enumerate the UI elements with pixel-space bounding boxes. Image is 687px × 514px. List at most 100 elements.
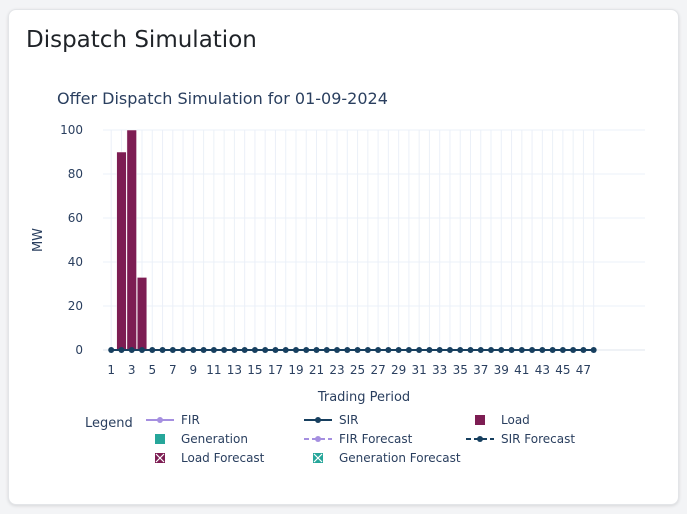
load-bar — [116, 151, 127, 351]
sir-point — [323, 347, 330, 353]
sir-point — [139, 347, 146, 353]
legend-marker — [315, 436, 321, 442]
sir-point — [395, 347, 402, 353]
y-tick-label: 80 — [68, 167, 83, 181]
x-tick-label: 15 — [247, 363, 262, 377]
x-tick-label: 33 — [432, 363, 447, 377]
x-tick-label: 29 — [391, 363, 406, 377]
sir-point — [241, 347, 248, 353]
load-bar — [136, 277, 148, 351]
sir-point — [385, 347, 392, 353]
sir-point — [549, 347, 556, 353]
x-tick-label: 41 — [514, 363, 529, 377]
y-tick-label: 0 — [75, 343, 83, 357]
sir-point — [416, 347, 423, 353]
sir-point — [221, 347, 228, 353]
sir-point — [539, 347, 546, 353]
legend-label: SIR — [339, 413, 359, 427]
sir-point — [190, 347, 197, 353]
sir-point — [488, 347, 495, 353]
legend-label: Load — [501, 413, 530, 427]
y-tick-label: 40 — [68, 255, 83, 269]
legend-x-mark — [313, 453, 323, 463]
y-tick-label: 20 — [68, 299, 83, 313]
x-tick-label: 39 — [494, 363, 509, 377]
legend-title: Legend — [85, 416, 133, 431]
x-axis-ticks: 1 3 5 7 9 11 13 15 17 19 21 23 25 27 29 31 33 35 37 39 41 43 4… — [107, 363, 591, 377]
x-tick-label: 1 — [107, 363, 115, 377]
sir-point — [210, 347, 217, 353]
legend-item: Load Forecast — [155, 451, 265, 465]
sir-point — [159, 347, 166, 353]
sir-point — [518, 347, 525, 353]
legend-label: Generation Forecast — [339, 451, 461, 465]
sir-point — [344, 347, 351, 353]
y-axis-ticks: 0 20 40 60 80 100 — [60, 123, 83, 357]
sir-point — [405, 347, 412, 353]
legend-item: FIR Forecast — [304, 432, 413, 446]
legend-item: SIR Forecast — [466, 432, 575, 446]
sir-point — [313, 347, 320, 353]
legend-item: Generation — [155, 432, 248, 446]
sir-point — [426, 347, 433, 353]
y-axis-title: MW — [31, 228, 46, 252]
sir-point — [354, 347, 361, 353]
sir-point — [292, 347, 299, 353]
x-tick-label: 23 — [329, 363, 344, 377]
legend-square-swatch — [155, 434, 165, 444]
sir-point — [364, 347, 371, 353]
x-tick-label: 37 — [473, 363, 488, 377]
chart-legend: FIR SIR Load Generation FIR Forecast SIR Fore… — [146, 413, 575, 465]
x-tick-label: 9 — [190, 363, 198, 377]
sir-point — [118, 347, 125, 353]
sir-point — [251, 347, 258, 353]
sir-point — [446, 347, 453, 353]
x-tick-label: 35 — [453, 363, 468, 377]
sir-point — [169, 347, 176, 353]
x-tick-label: 11 — [206, 363, 221, 377]
card-title: Dispatch Simulation — [26, 27, 257, 53]
x-tick-label: 21 — [309, 363, 324, 377]
sir-point — [559, 347, 566, 353]
sir-point — [498, 347, 505, 353]
legend-marker — [315, 417, 321, 423]
sir-point — [580, 347, 587, 353]
legend-item: Load — [475, 413, 530, 427]
x-tick-label: 45 — [555, 363, 570, 377]
sir-point — [590, 347, 597, 353]
sir-point — [108, 347, 115, 353]
sir-point — [467, 347, 474, 353]
x-axis-title: Trading Period — [317, 390, 410, 405]
x-tick-label: 7 — [169, 363, 177, 377]
x-tick-label: 5 — [148, 363, 156, 377]
sir-point — [436, 347, 443, 353]
legend-label: FIR Forecast — [339, 432, 413, 446]
legend-label: FIR — [181, 413, 200, 427]
x-tick-label: 13 — [227, 363, 242, 377]
sir-point — [180, 347, 187, 353]
legend-item: Generation Forecast — [313, 451, 461, 465]
chart-title: Offer Dispatch Simulation for 01-09-2024 — [57, 89, 388, 108]
load-bar — [126, 129, 137, 351]
legend-label: Generation — [181, 432, 248, 446]
legend-label: Load Forecast — [181, 451, 265, 465]
y-tick-label: 100 — [60, 123, 83, 137]
legend-marker — [477, 436, 483, 442]
sir-point — [477, 347, 484, 353]
x-tick-label: 25 — [350, 363, 365, 377]
sir-point — [508, 347, 515, 353]
sir-point — [272, 347, 279, 353]
legend-label: SIR Forecast — [501, 432, 575, 446]
sir-point — [457, 347, 464, 353]
legend-marker — [157, 417, 163, 423]
sir-point — [149, 347, 156, 353]
chart-grid — [103, 129, 645, 351]
legend-item: FIR — [146, 413, 200, 427]
x-tick-label: 19 — [288, 363, 303, 377]
chart-lines — [108, 347, 597, 353]
sir-point — [231, 347, 238, 353]
sir-point — [262, 347, 269, 353]
y-tick-label: 60 — [68, 211, 83, 225]
x-tick-label: 3 — [128, 363, 136, 377]
